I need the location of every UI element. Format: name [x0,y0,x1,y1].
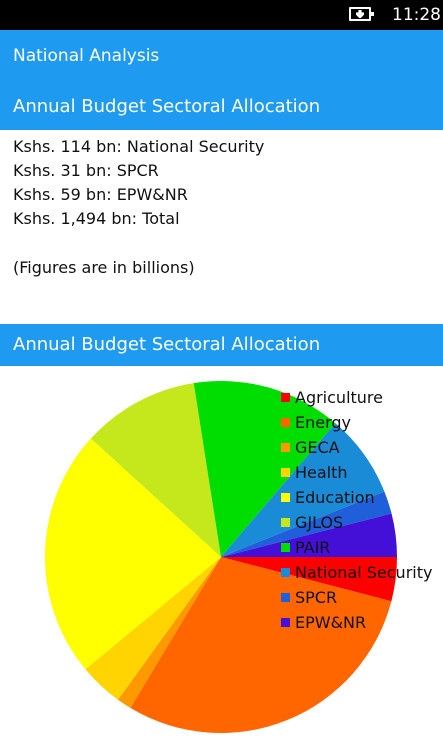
status-time: 11:28 [392,5,441,25]
legend-swatch [281,392,290,402]
legend-label: Agriculture [295,388,383,407]
status-bar: 11:28 [0,0,443,30]
legend-item: SPCR [281,585,432,610]
summary-line: Kshs. 59 bn: EPW&NR [13,185,188,204]
legend-swatch [281,492,290,502]
budget-summary: Kshs. 114 bn: National Security Kshs. 31… [13,135,264,231]
legend-swatch [281,592,290,602]
legend-swatch [281,542,290,552]
summary-line: Kshs. 31 bn: SPCR [13,161,159,180]
legend-label: National Security [295,563,433,582]
battery-charging-icon [349,7,374,21]
figures-note: (Figures are in billions) [13,258,195,277]
legend-label: GECA [295,438,340,457]
summary-line: Kshs. 1,494 bn: Total [13,209,180,228]
pie-slice-health [85,557,222,700]
legend-item: GECA [281,435,432,460]
legend-swatch [281,467,290,477]
section-title: Annual Budget Sectoral Allocation [13,96,321,117]
pie-slice-epw-nr [221,513,397,557]
legend-label: EPW&NR [295,613,367,632]
pie-slice-geca [118,557,221,708]
legend-item: Energy [281,410,432,435]
app-title: National Analysis [13,46,160,66]
pie-slice-energy [130,557,392,734]
legend-item: GJLOS [281,510,432,535]
legend-label: SPCR [295,588,338,607]
legend-swatch [281,442,290,452]
pie-chart [44,380,397,734]
legend-label: Energy [295,413,352,432]
page-header: National Analysis Annual Budget Sectoral… [0,30,443,130]
legend-item: EPW&NR [281,610,432,635]
legend-swatch [281,617,290,627]
chart-area [0,366,443,738]
pie-slice-national-security [221,423,385,557]
legend-swatch [281,517,290,527]
legend-label: PAIR [295,538,331,557]
pie-slice-pair [193,380,336,557]
legend-item: National Security [281,560,432,585]
legend-item: PAIR [281,535,432,560]
pie-slice-education [44,438,221,670]
chart-legend: Agriculture Energy GECA Health Education GJLO… [281,385,432,635]
pie-slice-gjlos [90,383,221,557]
pie-slice-agriculture [221,557,397,602]
legend-item: Agriculture [281,385,432,410]
chart-header: Annual Budget Sectoral Allocation [0,324,443,366]
legend-label: Education [295,488,375,507]
legend-item: Health [281,460,432,485]
pie-slice-spcr [221,491,392,557]
chart-title: Annual Budget Sectoral Allocation [13,334,321,355]
legend-swatch [281,417,290,427]
legend-item: Education [281,485,432,510]
legend-swatch [281,567,290,577]
legend-label: Health [295,463,348,482]
summary-line: Kshs. 114 bn: National Security [13,137,265,156]
legend-label: GJLOS [295,513,344,532]
